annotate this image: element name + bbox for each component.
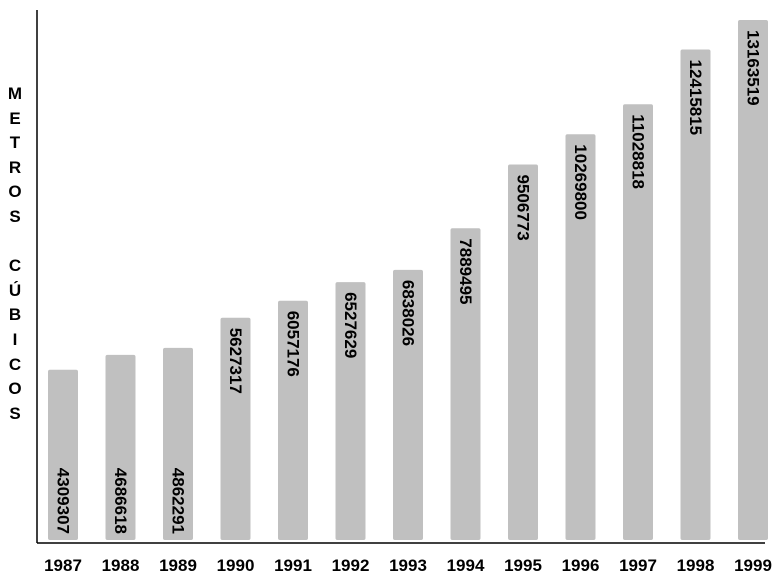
x-tick-labels-group: 1987 1988 1989 1990 1991 1992 1993 1994 1995 1996… [44, 556, 772, 575]
y-axis-label-letter: E [9, 108, 21, 128]
x-tick-1987: 1987 [44, 556, 82, 575]
x-tick-1997: 1997 [619, 556, 657, 575]
x-tick-1990: 1990 [217, 556, 255, 575]
x-tick-1999: 1999 [734, 556, 772, 575]
bar-1987 [48, 369, 78, 540]
bar-1999 [738, 20, 768, 540]
x-tick-1996: 1996 [562, 556, 600, 575]
bar-1989 [163, 347, 193, 540]
value-label-1990: 5627317 [226, 328, 245, 394]
y-axis-label-letter: R [8, 157, 22, 177]
bar-1996 [565, 134, 596, 541]
bar-1990 [220, 317, 251, 540]
y-axis-label-letter: O [8, 379, 22, 399]
y-axis-label-letter: O [8, 182, 22, 202]
bars-group [48, 20, 768, 541]
value-label-1993: 6838026 [399, 280, 418, 346]
value-label-1987: 4309307 [54, 468, 73, 534]
bar-1992 [335, 282, 366, 540]
bar-1995 [508, 164, 538, 540]
y-axis-label-letter: S [9, 403, 21, 423]
bar-1997 [623, 104, 653, 541]
bar-1994 [450, 228, 481, 541]
bar-1988 [105, 354, 136, 540]
value-label-1998: 12415815 [686, 60, 705, 136]
value-label-1995: 9506773 [514, 175, 533, 241]
x-tick-1998: 1998 [677, 556, 715, 575]
x-tick-1993: 1993 [389, 556, 427, 575]
value-label-1989: 4862291 [169, 468, 188, 534]
x-tick-1995: 1995 [504, 556, 542, 575]
bar-1993 [393, 269, 423, 540]
bar-1991 [278, 300, 308, 540]
value-label-1988: 4686618 [111, 468, 130, 534]
value-label-1991: 6057176 [284, 311, 303, 377]
y-axis-label-letter: S [9, 206, 21, 226]
y-axis-label-letter: Ú [8, 280, 22, 300]
bar-1998 [680, 49, 711, 540]
y-axis-label-letter: B [8, 305, 22, 325]
value-label-1992: 6527629 [341, 292, 360, 358]
y-axis-label-letter: C [8, 256, 22, 276]
value-label-1996: 10269800 [571, 144, 590, 220]
value-label-1997: 11028818 [629, 114, 648, 189]
y-axis-label-letter: T [9, 133, 21, 153]
x-tick-1988: 1988 [102, 556, 140, 575]
y-axis-label-letter: M [7, 84, 23, 103]
x-tick-1991: 1991 [274, 556, 312, 575]
y-axis-label-letter: I [12, 329, 18, 349]
x-tick-1992: 1992 [332, 556, 370, 575]
value-labels-group: 4309307 4686618 4862291 5627317 6057176 65276… [54, 30, 763, 534]
value-label-1999: 13163519 [744, 30, 763, 106]
x-tick-1989: 1989 [159, 556, 197, 575]
y-axis-label-letter: C [8, 354, 22, 374]
value-label-1994: 7889495 [456, 238, 475, 304]
x-tick-1994: 1994 [447, 556, 485, 575]
